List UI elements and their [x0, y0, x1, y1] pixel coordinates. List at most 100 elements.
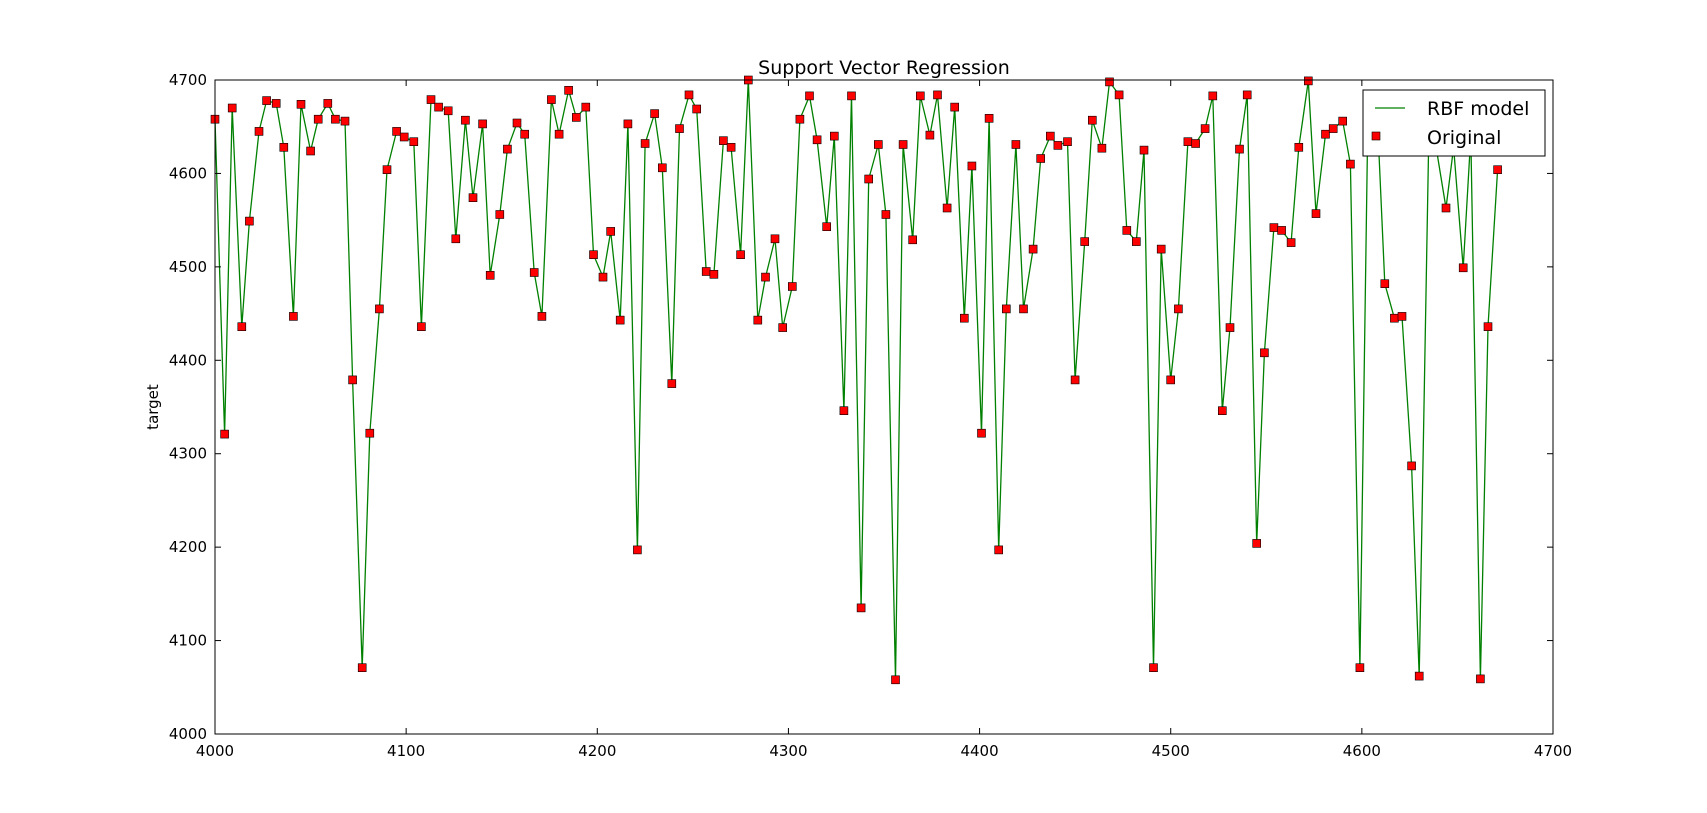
data-point-original: [554, 129, 564, 139]
data-point-original: [1208, 91, 1218, 101]
data-point-original: [468, 193, 478, 202]
data-point-original: [633, 545, 642, 555]
legend-frame: [1362, 89, 1546, 157]
data-point-original: [891, 675, 900, 685]
data-point-original: [839, 406, 849, 416]
data-point-original: [1414, 671, 1424, 681]
data-point-original: [950, 102, 960, 112]
data-point-original: [1346, 159, 1355, 169]
data-point-original: [1235, 144, 1244, 154]
data-point-original: [262, 96, 271, 105]
data-point-original: [1070, 375, 1080, 385]
data-point-original: [1294, 143, 1304, 152]
data-point-original: [994, 545, 1004, 555]
x-tick-label: 4400: [960, 742, 998, 760]
y-tick-label: 4500: [169, 258, 207, 276]
data-point-original: [399, 132, 409, 142]
data-point-original: [726, 143, 736, 152]
x-tick-label: 4600: [1343, 742, 1381, 760]
data-point-original: [227, 103, 237, 113]
data-point-original: [426, 95, 436, 104]
data-point-original: [709, 269, 719, 279]
data-point-original: [1036, 154, 1045, 163]
data-point-original: [313, 114, 323, 124]
data-point-original: [365, 428, 375, 438]
x-tick-label: 4300: [769, 742, 807, 760]
data-point-original: [795, 114, 805, 124]
y-tick-label: 4600: [169, 164, 207, 182]
data-point-original: [323, 99, 333, 108]
data-point-original: [1407, 461, 1416, 471]
data-point-original: [881, 210, 891, 219]
data-point-original: [736, 250, 745, 259]
data-point-original: [1441, 203, 1451, 213]
data-point-original: [1328, 124, 1338, 133]
data-point-original: [237, 322, 247, 332]
data-point-original: [1338, 116, 1347, 126]
y-tick-label: 4200: [169, 538, 207, 556]
data-point-original: [1001, 304, 1011, 314]
data-point-original: [719, 136, 728, 145]
data-point-original: [1458, 263, 1468, 273]
data-point-original: [933, 90, 942, 100]
data-point-original: [615, 315, 625, 325]
data-point-original: [684, 90, 694, 100]
data-point-original: [761, 272, 770, 282]
x-tick-label: 4100: [387, 742, 425, 760]
data-point-original: [1156, 244, 1166, 254]
data-point-original: [331, 114, 340, 124]
data-point-original: [1183, 137, 1193, 146]
data-point-original: [1053, 141, 1063, 150]
data-point-original: [925, 130, 935, 140]
data-point-original: [847, 91, 856, 101]
data-point-original: [537, 312, 547, 321]
data-point-original: [461, 115, 470, 125]
data-point-original: [520, 129, 530, 139]
data-point-original: [598, 272, 608, 282]
data-point-original: [1242, 90, 1252, 100]
data-point-original: [1493, 165, 1502, 174]
data-point-original: [856, 603, 866, 613]
data-point-original: [1277, 226, 1286, 235]
data-point-original: [392, 127, 401, 136]
data-point-original: [375, 304, 384, 314]
data-point-original: [382, 165, 392, 174]
data-point-original: [289, 312, 298, 321]
data-point-original: [1132, 237, 1141, 246]
data-point-original: [753, 315, 763, 325]
y-tick-label: 4100: [169, 632, 207, 650]
data-point-original: [778, 323, 788, 332]
data-point-original: [348, 375, 357, 385]
legend-label-original: Original: [1427, 127, 1501, 149]
data-point-original: [606, 227, 616, 236]
data-point-original: [701, 267, 711, 276]
data-point-original: [805, 91, 814, 101]
data-point-original: [279, 143, 289, 152]
data-point-original: [1063, 137, 1072, 146]
data-point-original: [1028, 244, 1038, 254]
data-point-original: [409, 137, 419, 146]
data-point-original: [1311, 209, 1321, 218]
data-point-original: [812, 135, 822, 145]
data-point-original: [1114, 90, 1124, 100]
data-point-original: [1483, 322, 1493, 332]
data-point-original: [908, 235, 918, 245]
data-point-original: [485, 270, 495, 280]
legend-marker-swatch: [1371, 131, 1381, 141]
data-point-original: [1218, 406, 1227, 416]
x-tick-label: 4200: [578, 742, 616, 760]
data-point-original: [306, 146, 315, 156]
data-point-original: [1476, 674, 1485, 684]
data-point-original: [822, 222, 832, 231]
data-point-original: [623, 119, 633, 129]
data-point-original: [478, 119, 487, 129]
y-tick-label: 4000: [169, 725, 207, 743]
data-point-original: [1304, 76, 1313, 86]
data-point-original: [1122, 226, 1132, 235]
data-point-original: [1252, 539, 1261, 548]
data-point-original: [1260, 348, 1269, 358]
legend-label-rbf-model: RBF model: [1427, 98, 1529, 120]
data-point-original: [1011, 140, 1021, 149]
data-point-original: [1321, 129, 1330, 139]
